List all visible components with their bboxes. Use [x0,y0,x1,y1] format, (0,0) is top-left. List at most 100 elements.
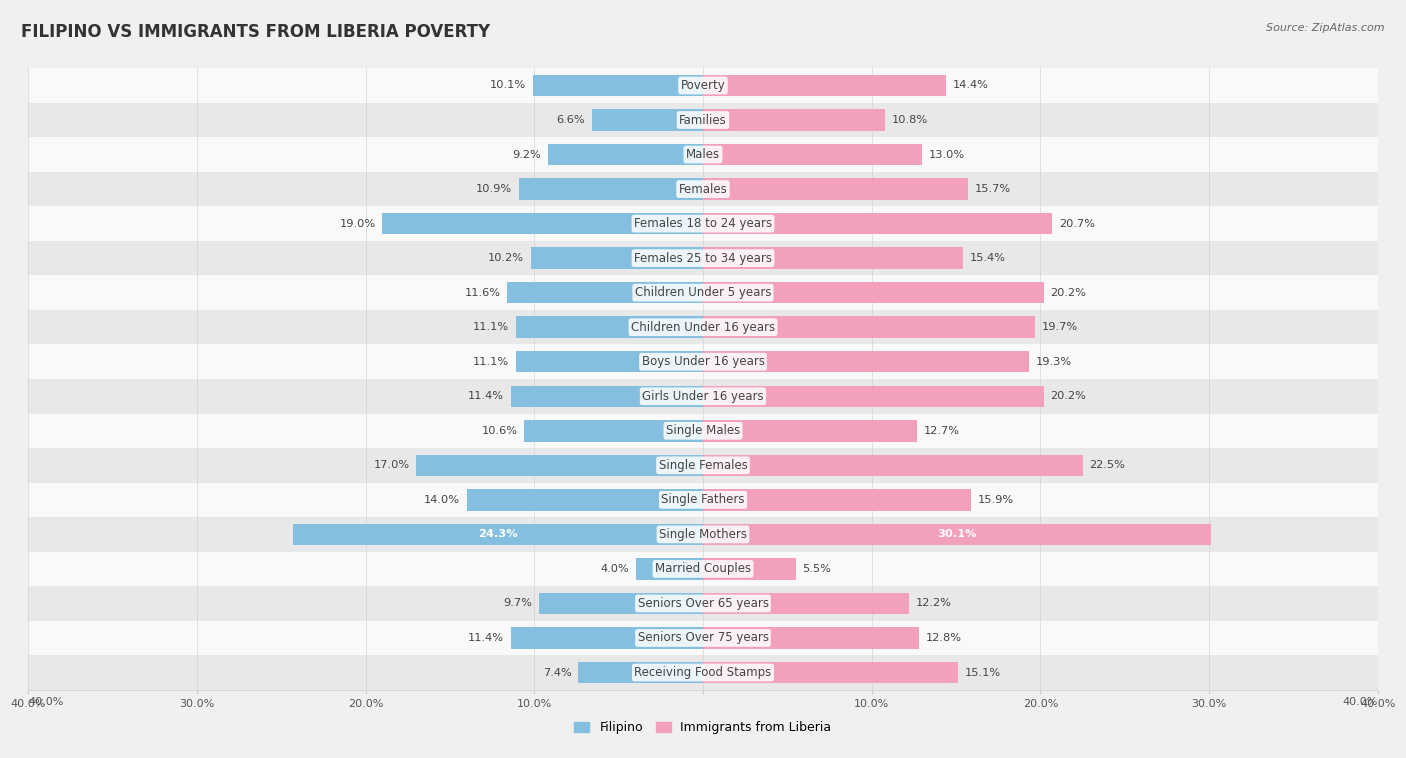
Text: 11.1%: 11.1% [472,322,509,332]
Text: Females 25 to 34 years: Females 25 to 34 years [634,252,772,265]
Bar [28,172,1378,206]
Bar [578,662,703,683]
Bar [703,628,920,649]
Bar [703,455,1083,476]
Bar [28,241,1378,275]
Bar [703,593,908,614]
Bar [416,455,703,476]
Text: 14.4%: 14.4% [953,80,988,90]
Text: 15.4%: 15.4% [970,253,1005,263]
Bar [548,144,703,165]
Bar [531,247,703,269]
Text: Single Fathers: Single Fathers [661,493,745,506]
Text: 30.1%: 30.1% [938,529,977,540]
Text: Single Females: Single Females [658,459,748,471]
Bar [28,448,1378,483]
Bar [703,662,957,683]
Text: Seniors Over 75 years: Seniors Over 75 years [637,631,769,644]
Bar [703,420,917,441]
Text: Single Males: Single Males [666,424,740,437]
Legend: Filipino, Immigrants from Liberia: Filipino, Immigrants from Liberia [569,716,837,740]
Bar [28,379,1378,414]
Text: Females 18 to 24 years: Females 18 to 24 years [634,217,772,230]
Text: 6.6%: 6.6% [557,115,585,125]
Text: 20.2%: 20.2% [1050,391,1087,401]
Text: Girls Under 16 years: Girls Under 16 years [643,390,763,402]
Bar [703,144,922,165]
Bar [467,489,703,511]
Text: Boys Under 16 years: Boys Under 16 years [641,356,765,368]
Bar [28,344,1378,379]
Bar [516,351,703,372]
Text: 10.2%: 10.2% [488,253,524,263]
Text: 20.2%: 20.2% [1050,288,1087,298]
Text: Males: Males [686,148,720,161]
Bar [703,524,1211,545]
Text: Children Under 5 years: Children Under 5 years [634,287,772,299]
Text: 9.2%: 9.2% [512,149,541,159]
Bar [703,247,963,269]
Text: Poverty: Poverty [681,79,725,92]
Text: 15.9%: 15.9% [979,495,1014,505]
Bar [28,586,1378,621]
Text: 10.1%: 10.1% [489,80,526,90]
Bar [28,552,1378,586]
Text: 22.5%: 22.5% [1090,460,1125,470]
Text: Children Under 16 years: Children Under 16 years [631,321,775,334]
Bar [28,275,1378,310]
Text: Single Mothers: Single Mothers [659,528,747,541]
Text: 11.6%: 11.6% [464,288,501,298]
Bar [703,178,967,200]
Text: 40.0%: 40.0% [28,697,63,707]
Bar [28,483,1378,517]
Text: 9.7%: 9.7% [503,599,533,609]
Text: 24.3%: 24.3% [478,529,517,540]
Bar [703,213,1052,234]
Bar [28,103,1378,137]
Bar [28,414,1378,448]
Text: Married Couples: Married Couples [655,562,751,575]
Bar [703,489,972,511]
Text: 20.7%: 20.7% [1059,218,1095,229]
Text: Source: ZipAtlas.com: Source: ZipAtlas.com [1267,23,1385,33]
Text: 15.7%: 15.7% [974,184,1011,194]
Text: 11.4%: 11.4% [468,633,503,643]
Bar [703,282,1043,303]
Bar [28,137,1378,172]
Bar [592,109,703,130]
Bar [508,282,703,303]
Text: FILIPINO VS IMMIGRANTS FROM LIBERIA POVERTY: FILIPINO VS IMMIGRANTS FROM LIBERIA POVE… [21,23,491,41]
Bar [703,75,946,96]
Text: 12.7%: 12.7% [924,426,960,436]
Text: 15.1%: 15.1% [965,668,1001,678]
Bar [703,558,796,580]
Bar [28,310,1378,344]
Text: Receiving Food Stamps: Receiving Food Stamps [634,666,772,679]
Bar [510,628,703,649]
Text: 7.4%: 7.4% [543,668,571,678]
Bar [510,386,703,407]
Bar [540,593,703,614]
Bar [703,351,1029,372]
Text: 17.0%: 17.0% [374,460,409,470]
Text: 14.0%: 14.0% [425,495,460,505]
Bar [516,317,703,338]
Text: 5.5%: 5.5% [803,564,831,574]
Bar [292,524,703,545]
Text: 13.0%: 13.0% [929,149,965,159]
Text: Seniors Over 65 years: Seniors Over 65 years [637,597,769,610]
Bar [519,178,703,200]
Bar [636,558,703,580]
Text: 19.7%: 19.7% [1042,322,1078,332]
Text: 10.9%: 10.9% [477,184,512,194]
Bar [28,621,1378,655]
Text: 19.3%: 19.3% [1035,357,1071,367]
Text: Families: Families [679,114,727,127]
Text: 12.2%: 12.2% [915,599,952,609]
Text: 4.0%: 4.0% [600,564,628,574]
Bar [533,75,703,96]
Text: 11.4%: 11.4% [468,391,503,401]
Text: 10.6%: 10.6% [481,426,517,436]
Bar [382,213,703,234]
Bar [703,386,1043,407]
